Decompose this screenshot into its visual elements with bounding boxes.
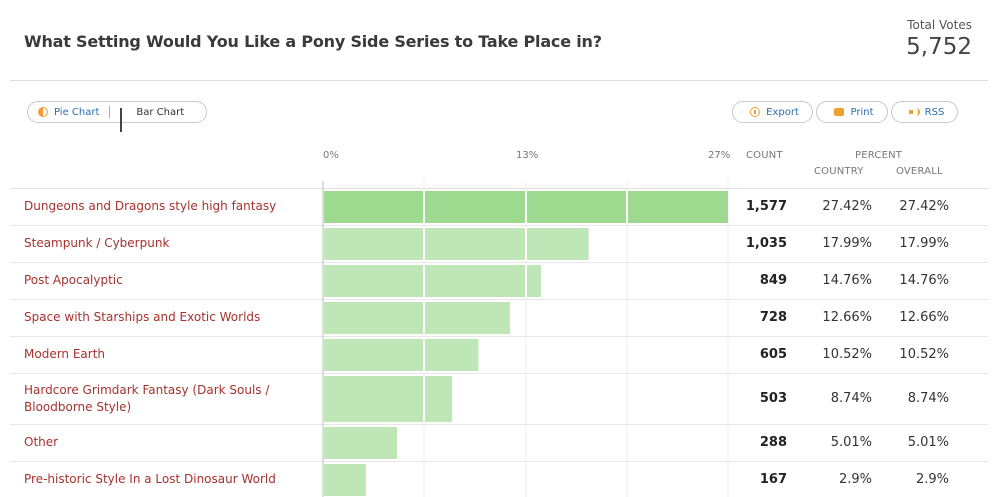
vote-count: 288 [759, 435, 787, 450]
percent-overall: 2.9% [915, 472, 949, 487]
percent-overall: 17.99% [899, 236, 949, 251]
print-icon [834, 108, 845, 116]
rss-label: RSS [924, 106, 945, 118]
percent-country: 27.42% [822, 199, 872, 214]
table-row: Other 288 5.01% 5.01% [10, 425, 988, 462]
percent-overall: 14.76% [899, 273, 949, 288]
percent-country: 12.66% [822, 310, 872, 325]
vote-count: 728 [759, 310, 787, 325]
bar-chart-label: Bar Chart [136, 106, 185, 118]
rss-button[interactable]: RSS [891, 101, 958, 123]
vote-count: 167 [759, 472, 787, 487]
percent-column-header: PERCENT [855, 150, 903, 161]
option-label[interactable]: Modern Earth [24, 347, 106, 361]
overall-column-header: OVERALL [896, 166, 943, 177]
table-top-rule [10, 188, 988, 189]
count-column-header: COUNT [746, 150, 783, 161]
export-label: Export [766, 106, 799, 118]
percent-country: 8.74% [830, 391, 872, 406]
vote-count: 605 [759, 347, 787, 362]
percent-country: 2.9% [838, 472, 872, 487]
table-row: Pre-historic Style In a Lost Dinosaur Wo… [10, 462, 988, 497]
percent-country: 10.52% [822, 347, 872, 362]
header-divider [10, 80, 988, 81]
x-tick-label: 27% [708, 150, 731, 161]
table-row: Space with Starships and Exotic Worlds 7… [10, 300, 988, 337]
total-votes-label: Total Votes [907, 18, 972, 32]
percent-overall: 5.01% [907, 435, 949, 450]
print-button[interactable]: Print [816, 101, 888, 123]
option-label[interactable]: Other [24, 435, 59, 449]
country-column-header: COUNTRY [814, 166, 864, 177]
table-row: Modern Earth 605 10.52% 10.52% [10, 337, 988, 374]
export-button[interactable]: Export [732, 101, 813, 123]
percent-overall: 27.42% [899, 199, 949, 214]
x-tick-label: 0% [323, 150, 339, 161]
table-row: Dungeons and Dragons style high fantasy … [10, 189, 988, 226]
chart-type-toggle: Pie Chart Bar Chart [27, 101, 207, 132]
vote-count: 849 [759, 273, 787, 288]
option-label[interactable]: Space with Starships and Exotic Worlds [24, 310, 261, 324]
vote-count: 1,577 [745, 199, 787, 214]
table-row: Post Apocalyptic 849 14.76% 14.76% [10, 263, 988, 300]
option-label[interactable]: Post Apocalyptic [24, 273, 123, 287]
table-row: Hardcore Grimdark Fantasy (Dark Souls / … [10, 374, 988, 425]
option-label[interactable]: Dungeons and Dragons style high fantasy [24, 199, 277, 213]
print-label: Print [850, 106, 874, 118]
percent-country: 5.01% [830, 435, 872, 450]
vote-count: 503 [759, 391, 787, 406]
x-tick-label: 13% [516, 150, 539, 161]
option-label[interactable]: Steampunk / Cyberpunk [24, 236, 170, 250]
percent-country: 17.99% [822, 236, 872, 251]
percent-overall: 8.74% [907, 391, 949, 406]
bar-chart-icon [120, 107, 130, 132]
option-label[interactable]: Pre-historic Style In a Lost Dinosaur Wo… [24, 472, 276, 486]
poll-title: What Setting Would You Like a Pony Side … [24, 32, 602, 51]
total-votes-value: 5,752 [906, 34, 972, 60]
pie-chart-button[interactable]: Pie Chart [38, 102, 99, 122]
bar-chart-button[interactable]: Bar Chart [120, 102, 185, 132]
pie-chart-icon [38, 107, 48, 117]
option-label[interactable]: Hardcore Grimdark Fantasy (Dark Souls / … [24, 383, 270, 414]
toggle-separator [109, 106, 111, 118]
pie-chart-label: Pie Chart [54, 106, 100, 118]
percent-overall: 10.52% [899, 347, 949, 362]
rss-icon [908, 108, 920, 116]
percent-overall: 12.66% [899, 310, 949, 325]
export-icon [750, 107, 761, 117]
table-row: Steampunk / Cyberpunk 1,035 17.99% 17.99… [10, 226, 988, 263]
percent-country: 14.76% [822, 273, 872, 288]
vote-count: 1,035 [745, 236, 787, 251]
